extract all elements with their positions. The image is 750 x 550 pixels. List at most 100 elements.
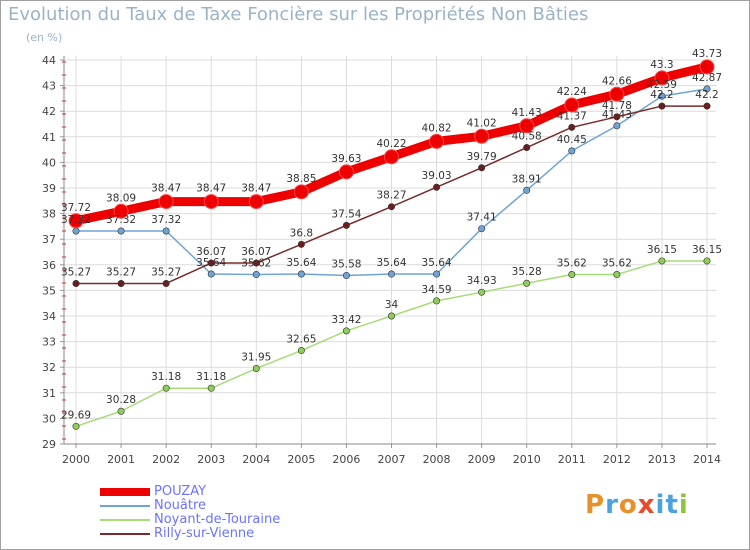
data-point: [117, 407, 125, 415]
legend-item: POUZAY: [100, 485, 280, 499]
data-label: 31.18: [151, 371, 181, 383]
data-label: 31.18: [196, 371, 226, 383]
logo-letter: P: [585, 490, 606, 520]
data-label: 30.28: [106, 394, 136, 406]
logo-letter: x: [637, 490, 656, 520]
data-label: 35.64: [422, 257, 452, 269]
y-tick-label: 39: [42, 182, 56, 195]
data-label: 35.62: [602, 258, 632, 270]
unit-label: (en %): [26, 31, 63, 44]
data-label: 41.43: [602, 109, 632, 121]
data-label: 36.07: [241, 246, 271, 258]
data-point: [703, 257, 711, 265]
data-point: [387, 203, 395, 211]
data-label: 35.62: [241, 258, 271, 270]
data-label: 40.58: [512, 131, 542, 143]
data-label: 42.87: [692, 72, 722, 84]
data-label: 38.47: [151, 183, 181, 195]
proxiti-logo: Proxiti: [585, 490, 689, 520]
data-label: 35.27: [106, 266, 136, 278]
y-tick-label: 44: [42, 54, 56, 67]
data-point: [523, 279, 531, 287]
y-tick-label: 42: [42, 105, 56, 118]
data-point: [203, 194, 219, 210]
data-label: 41.37: [557, 110, 587, 122]
logo-letter: t: [665, 490, 679, 520]
data-label: 35.58: [331, 259, 361, 271]
data-label: 37.32: [151, 214, 181, 226]
y-tick-label: 37: [42, 233, 56, 246]
data-point: [293, 184, 309, 200]
data-label: 35.27: [61, 266, 91, 278]
legend: POUZAY Nouâtre Noyant-de-Touraine Rilly-sur…: [100, 485, 280, 541]
data-label: 38.91: [512, 173, 542, 185]
legend-label: Rilly-sur-Vienne: [154, 526, 255, 541]
data-point: [523, 144, 531, 152]
data-point: [68, 213, 84, 229]
data-point: [342, 221, 350, 229]
data-point: [609, 86, 625, 102]
legend-item: Noyant-de-Touraine: [100, 513, 280, 527]
data-point: [699, 59, 715, 75]
y-tick-label: 30: [42, 412, 56, 425]
data-point: [72, 279, 80, 287]
data-point: [433, 297, 441, 305]
data-label: 34.93: [467, 275, 497, 287]
data-point: [703, 102, 711, 110]
legend-swatch: [100, 505, 150, 507]
data-point: [297, 347, 305, 355]
data-label: 38.27: [376, 190, 406, 202]
data-point: [162, 384, 170, 392]
legend-item: Rilly-sur-Vienne: [100, 527, 280, 541]
data-label: 37.54: [331, 208, 361, 220]
data-point: [207, 270, 215, 278]
legend-label: Noyant-de-Touraine: [154, 512, 281, 527]
y-tick-label: 34: [42, 310, 56, 323]
data-label: 34: [385, 299, 399, 311]
logo-letter: i: [678, 490, 689, 520]
data-point: [342, 327, 350, 335]
data-point: [117, 227, 125, 235]
data-point: [478, 288, 486, 296]
data-point: [568, 147, 576, 155]
x-tick-label: 2014: [693, 453, 721, 466]
y-tick-label: 41: [42, 131, 56, 144]
data-label: 40.22: [376, 138, 406, 150]
data-label: 42.2: [695, 89, 718, 101]
x-tick-label: 2006: [332, 453, 360, 466]
data-label: 39.79: [467, 151, 497, 163]
data-point: [72, 422, 80, 430]
data-point: [433, 183, 441, 191]
legend-label: Nouâtre: [154, 498, 207, 513]
data-label: 39.63: [331, 153, 361, 165]
x-tick-label: 2011: [558, 453, 586, 466]
data-point: [252, 271, 260, 279]
data-point: [474, 128, 490, 144]
data-point: [207, 384, 215, 392]
x-tick-label: 2012: [603, 453, 631, 466]
x-tick-label: 2007: [378, 453, 406, 466]
data-label: 35.64: [376, 257, 406, 269]
data-point: [297, 240, 305, 248]
data-point: [158, 194, 174, 210]
data-point: [564, 97, 580, 113]
legend-swatch: [100, 533, 150, 535]
data-point: [207, 259, 215, 267]
data-point: [433, 270, 441, 278]
data-label: 29.69: [61, 409, 91, 421]
data-point: [387, 270, 395, 278]
data-point: [72, 227, 80, 235]
data-label: 35.28: [512, 266, 542, 278]
data-point: [658, 257, 666, 265]
data-point: [613, 271, 621, 279]
data-point: [338, 164, 354, 180]
data-label: 43.3: [650, 59, 673, 71]
legend-item: Nouâtre: [100, 499, 280, 513]
data-point: [523, 186, 531, 194]
y-tick-label: 29: [42, 438, 56, 451]
data-point: [568, 123, 576, 131]
data-point: [703, 85, 711, 93]
y-tick-label: 38: [42, 208, 56, 221]
data-label: 32.65: [286, 334, 316, 346]
